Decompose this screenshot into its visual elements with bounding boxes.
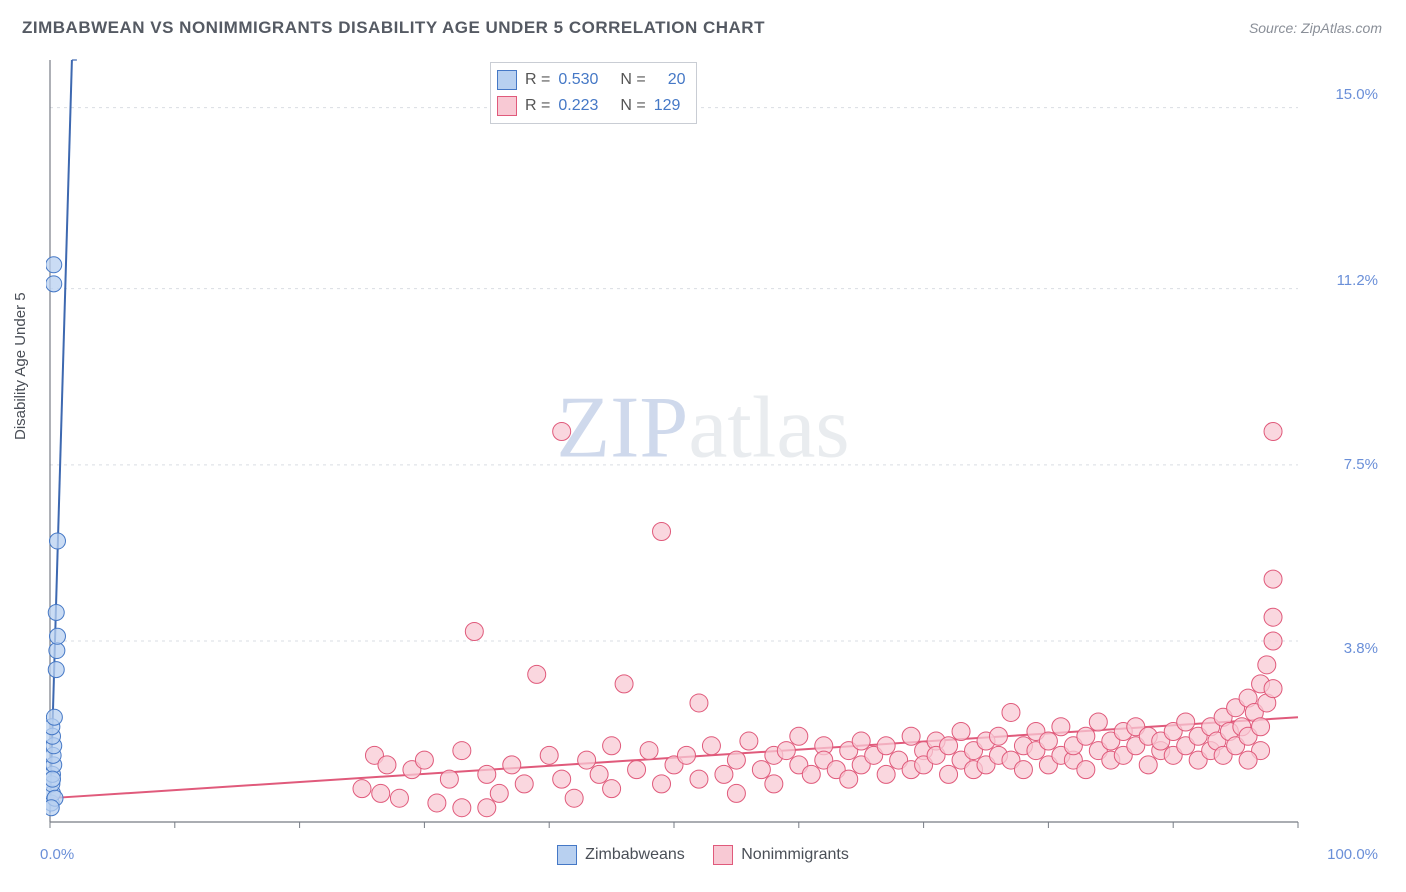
series-legend: Zimbabweans Nonimmigrants xyxy=(0,845,1406,870)
stats-row-zimbabweans: R = 0.530 N = 20 xyxy=(497,67,686,93)
swatch-pink xyxy=(497,96,517,116)
source-attribution: Source: ZipAtlas.com xyxy=(1249,20,1382,36)
stat-n-label: N = xyxy=(620,93,645,119)
stat-r-value-0: 0.530 xyxy=(558,67,598,93)
stat-n-value-1: 129 xyxy=(654,93,681,119)
scatter-svg xyxy=(46,56,1358,828)
stats-row-nonimmigrants: R = 0.223 N = 129 xyxy=(497,93,686,119)
y-tick-label: 15.0% xyxy=(1298,86,1378,103)
x-tick-label: 100.0% xyxy=(1327,846,1378,863)
plot-area xyxy=(46,56,1358,828)
stat-n-label: N = xyxy=(620,67,645,93)
y-tick-label: 11.2% xyxy=(1298,272,1378,289)
legend-item-nonimmigrants: Nonimmigrants xyxy=(713,845,849,865)
legend-label-0: Zimbabweans xyxy=(585,846,685,864)
swatch-pink xyxy=(713,845,733,865)
x-tick-label: 0.0% xyxy=(40,846,74,863)
swatch-blue xyxy=(497,70,517,90)
y-axis-label: Disability Age Under 5 xyxy=(12,292,29,440)
swatch-blue xyxy=(557,845,577,865)
y-tick-label: 7.5% xyxy=(1298,456,1378,473)
y-tick-label: 3.8% xyxy=(1298,640,1378,657)
stat-r-value-1: 0.223 xyxy=(558,93,598,119)
stat-r-label: R = xyxy=(525,93,550,119)
stat-n-value-0: 20 xyxy=(668,67,686,93)
legend-label-1: Nonimmigrants xyxy=(741,846,849,864)
stat-r-label: R = xyxy=(525,67,550,93)
legend-item-zimbabweans: Zimbabweans xyxy=(557,845,685,865)
stats-legend: R = 0.530 N = 20 R = 0.223 N = 129 xyxy=(490,62,697,124)
chart-title: ZIMBABWEAN VS NONIMMIGRANTS DISABILITY A… xyxy=(22,18,765,38)
